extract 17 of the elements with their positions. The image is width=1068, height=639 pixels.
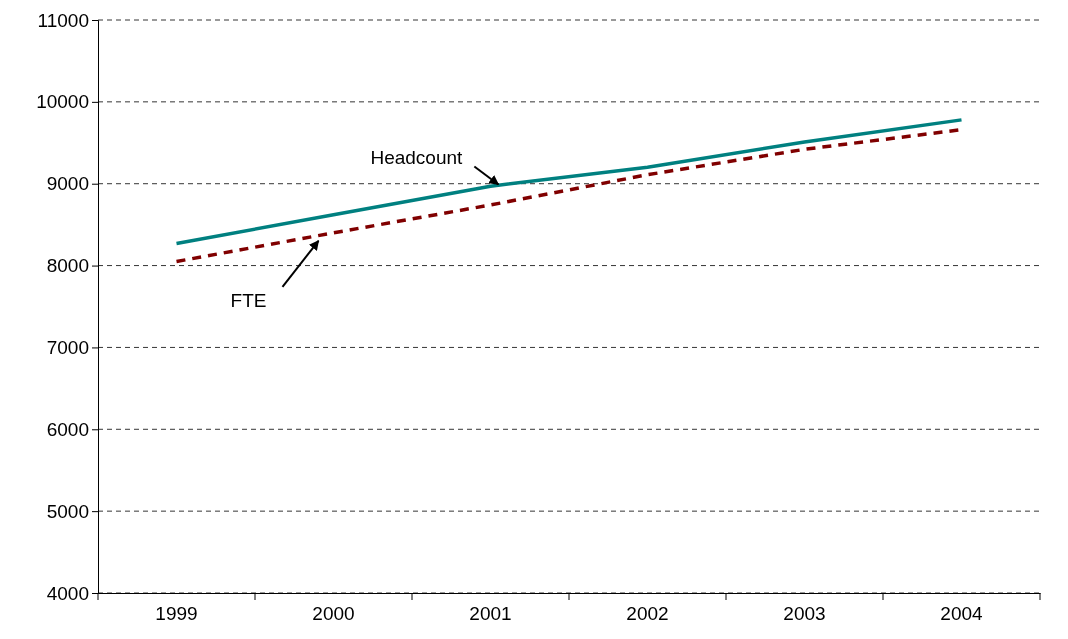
- y-tick-label: 5000: [46, 500, 89, 522]
- x-tick-label: 2000: [312, 603, 355, 625]
- y-tick-label: 4000: [46, 582, 89, 604]
- x-tick-label: 2002: [626, 603, 669, 625]
- y-tick-label: 6000: [46, 418, 89, 440]
- y-tick-label: 7000: [46, 337, 89, 359]
- series-label: FTE: [230, 289, 267, 311]
- y-tick-label: 9000: [46, 173, 89, 195]
- x-tick-label: 1999: [155, 603, 198, 625]
- x-tick-label: 2001: [469, 603, 512, 625]
- y-tick-label: 10000: [36, 91, 89, 113]
- x-tick-label: 2004: [940, 603, 984, 625]
- y-tick-label: 11000: [37, 9, 89, 31]
- series-label: Headcount: [370, 147, 464, 169]
- y-tick-label: 8000: [46, 255, 89, 277]
- x-tick-label: 2003: [783, 603, 826, 625]
- line-series: [174, 118, 964, 246]
